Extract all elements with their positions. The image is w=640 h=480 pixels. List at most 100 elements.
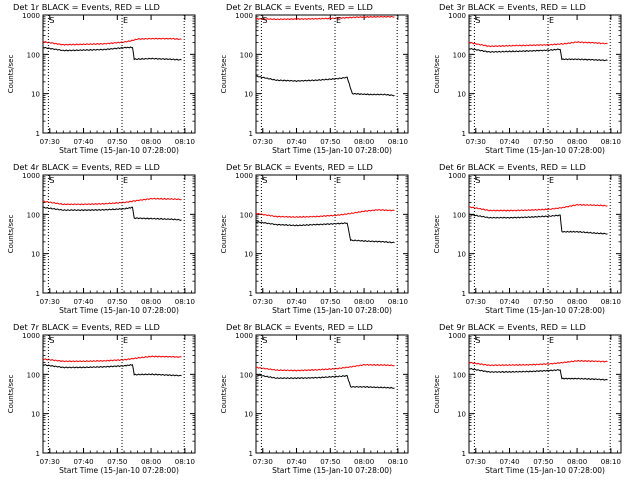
y-tick-label: 1 — [249, 130, 253, 138]
y-axis-label: Counts/sec — [220, 215, 228, 254]
x-tick-label: 07:40 — [499, 138, 519, 146]
y-tick-label: 10 — [457, 411, 466, 419]
time-marker-label: E — [336, 16, 341, 25]
y-tick-label: 1000 — [448, 332, 466, 340]
time-marker-label: E — [549, 16, 554, 25]
time-marker-label: E — [123, 176, 128, 185]
x-tick-label: 07:30 — [466, 138, 486, 146]
y-tick-label: 100 — [453, 211, 466, 219]
x-tick-label: 08:10 — [601, 458, 621, 466]
x-tick-label: 07:40 — [73, 138, 93, 146]
x-tick-label: 08:10 — [175, 138, 195, 146]
x-tick-label: 07:50 — [320, 298, 340, 306]
y-tick-label: 10 — [31, 411, 40, 419]
series-line-events — [42, 46, 182, 61]
chart-title: Det 1r BLACK = Events, RED = LLD — [13, 2, 160, 12]
y-tick-label: 1000 — [235, 12, 253, 20]
panel-9: Det 9r BLACK = Events, RED = LLD Counts/s… — [433, 322, 622, 475]
y-tick-label: 1 — [462, 130, 466, 138]
y-axis-label: Counts/sec — [433, 375, 441, 414]
y-tick-label: 100 — [27, 51, 40, 59]
series-line-events — [42, 206, 182, 221]
y-tick-label: 10 — [457, 91, 466, 99]
x-tick-label: 07:40 — [73, 458, 93, 466]
x-tick-label: 07:40 — [286, 298, 306, 306]
y-tick-label: 100 — [27, 371, 40, 379]
x-tick-label: 08:10 — [388, 298, 408, 306]
x-tick-label: 07:40 — [499, 458, 519, 466]
chart-title: Det 9r BLACK = Events, RED = LLD — [439, 322, 586, 332]
x-tick-label: 07:40 — [286, 458, 306, 466]
x-axis-label: Start Time (15-Jan-10 07:28:00) — [485, 146, 605, 155]
x-tick-label: 08:00 — [141, 138, 161, 146]
y-tick-label: 100 — [240, 371, 253, 379]
y-tick-label: 100 — [240, 211, 253, 219]
y-tick-label: 100 — [453, 371, 466, 379]
plot-frame — [468, 334, 622, 454]
series-line-lld — [255, 209, 395, 218]
time-marker-label: E — [549, 336, 554, 345]
time-marker-label: S — [475, 176, 480, 185]
panel-8: Det 8r BLACK = Events, RED = LLD Counts/s… — [220, 322, 409, 475]
y-tick-label: 10 — [244, 251, 253, 259]
y-tick-label: 100 — [453, 51, 466, 59]
time-marker-label: E — [549, 176, 554, 185]
y-axis-label: Counts/sec — [433, 215, 441, 254]
time-marker-label: E — [123, 336, 128, 345]
y-tick-label: 100 — [27, 211, 40, 219]
x-tick-label: 07:30 — [253, 138, 273, 146]
x-tick-label: 07:50 — [320, 458, 340, 466]
x-tick-label: 08:00 — [567, 138, 587, 146]
x-axis-label: Start Time (15-Jan-10 07:28:00) — [272, 146, 392, 155]
y-tick-label: 1000 — [22, 332, 40, 340]
x-axis-label: Start Time (15-Jan-10 07:28:00) — [59, 306, 179, 315]
x-tick-label: 07:50 — [533, 298, 553, 306]
series-line-lld — [255, 15, 395, 21]
chart-title: Det 3r BLACK = Events, RED = LLD — [439, 2, 586, 12]
time-marker-label: E — [336, 336, 341, 345]
y-tick-label: 10 — [31, 251, 40, 259]
y-tick-label: 1000 — [235, 332, 253, 340]
time-marker-label: S — [262, 16, 267, 25]
y-tick-label: 1 — [462, 450, 466, 458]
series-line-lld — [42, 355, 182, 363]
x-tick-label: 08:10 — [601, 138, 621, 146]
y-tick-label: 1 — [36, 130, 40, 138]
time-marker-label: S — [475, 336, 480, 345]
x-tick-label: 07:30 — [253, 458, 273, 466]
chart-title: Det 5r BLACK = Events, RED = LLD — [226, 162, 373, 172]
x-tick-label: 08:00 — [567, 298, 587, 306]
chart-title: Det 2r BLACK = Events, RED = LLD — [226, 2, 373, 12]
y-tick-label: 1 — [36, 290, 40, 298]
panel-2: Det 2r BLACK = Events, RED = LLD Counts/s… — [220, 2, 409, 155]
x-tick-label: 07:50 — [320, 138, 340, 146]
y-tick-label: 100 — [240, 51, 253, 59]
y-tick-label: 1 — [249, 290, 253, 298]
y-tick-label: 10 — [244, 91, 253, 99]
y-tick-label: 1000 — [22, 172, 40, 180]
x-tick-label: 08:10 — [388, 458, 408, 466]
panel-6: Det 6r BLACK = Events, RED = LLD Counts/s… — [433, 162, 622, 315]
chart-title: Det 7r BLACK = Events, RED = LLD — [13, 322, 160, 332]
x-tick-label: 08:00 — [354, 298, 374, 306]
x-tick-label: 08:00 — [354, 138, 374, 146]
y-axis-label: Counts/sec — [7, 55, 15, 94]
time-marker-label: E — [123, 16, 128, 25]
x-tick-label: 07:50 — [107, 138, 127, 146]
y-axis-label: Counts/sec — [220, 55, 228, 94]
y-tick-label: 1000 — [448, 12, 466, 20]
series-line-events — [255, 75, 395, 97]
x-tick-label: 07:30 — [253, 298, 273, 306]
y-tick-label: 10 — [31, 91, 40, 99]
time-marker-label: S — [49, 336, 54, 345]
x-tick-label: 08:00 — [141, 298, 161, 306]
y-axis-label: Counts/sec — [220, 375, 228, 414]
x-tick-label: 07:40 — [499, 298, 519, 306]
series-line-lld — [42, 197, 182, 206]
series-line-events — [42, 363, 182, 377]
x-tick-label: 08:00 — [567, 458, 587, 466]
x-tick-label: 07:50 — [533, 138, 553, 146]
y-tick-label: 10 — [457, 251, 466, 259]
x-tick-label: 07:50 — [107, 458, 127, 466]
